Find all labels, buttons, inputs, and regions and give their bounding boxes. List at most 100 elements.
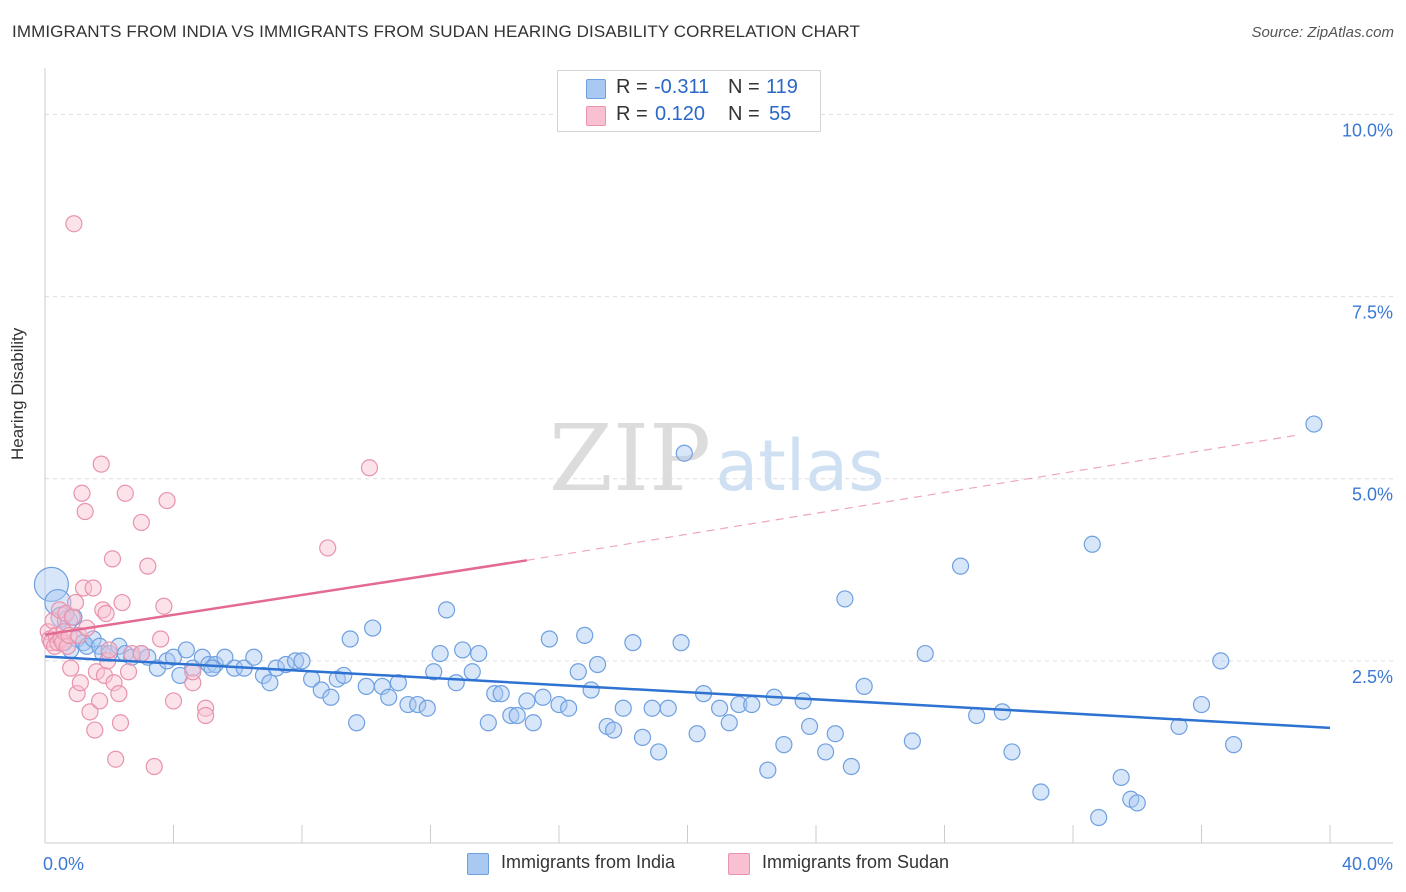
india-point-70 [560, 699, 578, 717]
india-point-55 [437, 601, 456, 619]
india-point-31 [245, 648, 263, 666]
bottom-legend-swatch-sudan [728, 853, 750, 875]
india-point-48 [380, 688, 398, 706]
legend-r-label: R = [616, 76, 648, 98]
india-point-43 [341, 630, 359, 648]
india-point-90 [743, 695, 761, 714]
india-point-88 [720, 714, 738, 732]
sudan-point-47 [139, 557, 157, 575]
india-point-54 [431, 644, 449, 663]
sudan-point-48 [145, 757, 163, 776]
india-point-69 [550, 695, 568, 714]
sudan-point-23 [76, 502, 94, 521]
trend-lines [44, 434, 1331, 730]
points [33, 215, 1323, 827]
x-tick-label-0: 0.0% [43, 854, 84, 874]
india-point-106 [1003, 743, 1021, 761]
bottom-legend-swatch-india [467, 853, 489, 875]
legend-r-value-sudan: 0.120 [655, 103, 706, 125]
source-label: Source: ZipAtlas.com [1251, 24, 1394, 41]
india-point-107 [1032, 783, 1050, 801]
sudan-point-28 [87, 663, 106, 681]
india-point-36 [286, 652, 305, 670]
y-axis-label: Hearing Disability [8, 327, 27, 460]
india-point-37 [293, 652, 311, 670]
sudan-point-21 [73, 484, 91, 502]
india-point-0 [33, 566, 70, 602]
legend-n-value-india: 119 [766, 76, 798, 98]
india-point-112 [1128, 794, 1146, 812]
sudan-point-14 [62, 659, 80, 677]
sudan-point-17 [66, 593, 85, 612]
india-point-101 [903, 732, 921, 750]
india-point-42 [335, 666, 353, 685]
legend-r-value-india: -0.311 [654, 76, 710, 98]
sudan-point-43 [119, 663, 138, 681]
india-point-82 [659, 699, 677, 717]
india-point-116 [1225, 736, 1243, 754]
india-point-104 [968, 706, 986, 725]
sudan-point-33 [97, 604, 115, 623]
india-point-98 [836, 590, 854, 608]
india-point-51 [409, 695, 427, 714]
sudan-trend-extension [526, 434, 1298, 561]
india-point-109 [1090, 808, 1108, 827]
india-trend-line [44, 655, 1331, 730]
sudan-point-38 [107, 750, 125, 768]
chart-title: IMMIGRANTS FROM INDIA VS IMMIGRANTS FROM… [12, 22, 860, 41]
legend-row-sudan: R = 0.120 N = 55 [558, 102, 818, 128]
india-point-102 [916, 644, 934, 663]
india-point-62 [492, 685, 510, 703]
india-point-63 [502, 706, 520, 725]
india-point-114 [1192, 695, 1211, 714]
india-point-94 [794, 692, 812, 710]
india-point-97 [826, 725, 844, 743]
india-point-87 [711, 699, 729, 717]
sudan-point-15 [63, 608, 81, 626]
sudan-point-42 [116, 484, 134, 502]
sudan-point-46 [132, 513, 150, 532]
legend-n-value-sudan: 55 [769, 103, 792, 125]
india-point-56 [447, 674, 465, 692]
india-point-79 [633, 728, 652, 746]
watermark-atlas: atlas [715, 425, 884, 507]
india-point-91 [759, 761, 777, 779]
sudan-point-54 [319, 539, 337, 557]
india-point-110 [1112, 768, 1130, 787]
legend-swatch-india [586, 79, 606, 99]
sudan-point-22 [74, 579, 93, 597]
india-point-93 [775, 736, 793, 754]
y-tick-label-2: 7.5% [1352, 303, 1393, 323]
sudan-point-20 [71, 674, 89, 692]
india-point-83 [672, 634, 690, 652]
legend-r-label: R = [616, 103, 648, 125]
y-tick-label-0: 2.5% [1352, 667, 1393, 687]
sudan-point-55 [164, 692, 183, 710]
legend-swatch-sudan [586, 106, 606, 126]
india-point-45 [357, 677, 375, 695]
india-point-60 [479, 714, 497, 732]
india-point-100 [855, 677, 873, 695]
india-point-33 [261, 674, 279, 692]
legend-n-label: N = [728, 103, 760, 125]
bottom-legend-label-india: Immigrants from India [501, 852, 676, 872]
sudan-point-45 [132, 644, 150, 663]
sudan-point-27 [86, 721, 104, 739]
india-point-65 [518, 692, 536, 710]
sudan-point-26 [84, 579, 102, 597]
india-point-80 [643, 699, 661, 717]
sudan-point-25 [81, 703, 99, 721]
sudan-trend-line [44, 559, 528, 636]
sudan-point-37 [105, 674, 123, 692]
india-point-53 [425, 663, 443, 681]
correlation-legend: R = -0.311 N = 119 R = 0.120 N = 55 [557, 70, 821, 132]
india-point-46 [364, 619, 382, 637]
india-point-105 [993, 703, 1011, 721]
india-point-44 [348, 714, 366, 732]
gridlines [45, 113, 1393, 662]
legend-n-label: N = [728, 76, 760, 98]
india-point-84 [675, 444, 693, 462]
watermark: ZIP atlas [549, 405, 885, 512]
india-point-81 [649, 743, 668, 761]
